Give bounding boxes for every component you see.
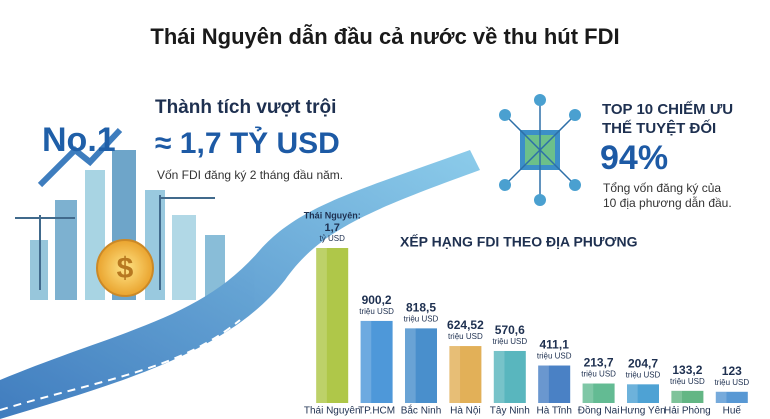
bar-highlight xyxy=(582,383,594,403)
stat-value: 94% xyxy=(600,139,668,177)
bar xyxy=(627,384,659,403)
value-label: 123 xyxy=(722,364,742,378)
bar xyxy=(360,320,393,403)
x-tick-label: Hải Phòng xyxy=(664,406,711,417)
bar-highlight xyxy=(360,320,372,403)
bar xyxy=(493,350,526,403)
x-tick-label: Hưng Yên xyxy=(620,406,665,417)
bar-highlight xyxy=(715,391,727,403)
value-label: 818,5 xyxy=(406,301,436,315)
bar xyxy=(582,383,615,403)
value-label: 570,6 xyxy=(495,323,525,337)
stat-heading: THẾ TUYỆT ĐỐI xyxy=(602,119,716,137)
bar xyxy=(715,391,748,403)
value-unit: triệu USD xyxy=(404,314,439,323)
value-label: 411,1 xyxy=(540,338,570,352)
value-unit: triệu USD xyxy=(359,307,394,316)
bar-highlight xyxy=(316,248,327,403)
stat-note: Tổng vốn đăng ký của xyxy=(603,181,721,195)
illustration: $ xyxy=(0,127,480,419)
bar-highlight xyxy=(671,390,683,403)
stat-heading: Thành tích vượt trội xyxy=(155,97,336,118)
x-tick-label: Bắc Ninh xyxy=(401,404,442,417)
value-unit: triệu USD xyxy=(714,378,749,387)
chart-title: XẾP HẠNG FDI THEO ĐỊA PHƯƠNG xyxy=(400,234,638,250)
page-title: Thái Nguyên dẫn đầu cả nước về thu hút F… xyxy=(150,24,619,49)
network-icon xyxy=(499,94,581,206)
value-label: 1,7 xyxy=(325,222,340,234)
badge: No.1 xyxy=(42,121,116,159)
stat-note: Vốn FDI đăng ký 2 tháng đầu năm. xyxy=(157,168,343,182)
value-unit: triệu USD xyxy=(670,377,705,386)
bar-highlight xyxy=(627,384,638,403)
x-tick-label: Đồng Nai xyxy=(578,405,620,417)
stat-value: ≈ 1,7 TỶ USD xyxy=(155,126,340,160)
x-tick-label: TP.HCM xyxy=(358,406,395,417)
x-tick-label: Hà Tĩnh xyxy=(537,406,572,417)
bar-highlight xyxy=(449,346,461,403)
bar xyxy=(405,328,437,403)
value-label: 213,7 xyxy=(584,356,614,370)
svg-text:$: $ xyxy=(117,252,134,285)
value-unit: triệu USD xyxy=(626,370,661,379)
bar xyxy=(449,346,482,403)
value-label: 204,7 xyxy=(628,357,658,371)
x-tick-label: Huế xyxy=(723,405,742,417)
value-label: 900,2 xyxy=(362,293,392,307)
value-label: 624,52 xyxy=(447,318,484,332)
value-unit: triệu USD xyxy=(448,332,483,341)
bar xyxy=(538,365,571,403)
value-unit: triệu USD xyxy=(492,337,527,346)
leader-annotation: Thái Nguyên: xyxy=(304,210,361,220)
bar-highlight xyxy=(538,365,549,403)
x-tick-label: Tây Ninh xyxy=(490,406,530,417)
bar-highlight xyxy=(493,350,505,403)
value-label: 133,2 xyxy=(672,363,702,377)
bar xyxy=(316,248,349,403)
stat-note: 10 địa phương dẫn đầu. xyxy=(603,195,732,210)
value-unit: triệu USD xyxy=(581,370,616,379)
bar-highlight xyxy=(405,328,416,403)
stat-heading: TOP 10 CHIẾM ƯU xyxy=(602,101,733,118)
value-unit: tỷ USD xyxy=(320,234,346,243)
x-tick-label: Hà Nội xyxy=(450,406,481,417)
x-tick-label: Thái Nguyên xyxy=(304,406,361,417)
bar xyxy=(671,390,704,403)
value-unit: triệu USD xyxy=(537,352,572,361)
